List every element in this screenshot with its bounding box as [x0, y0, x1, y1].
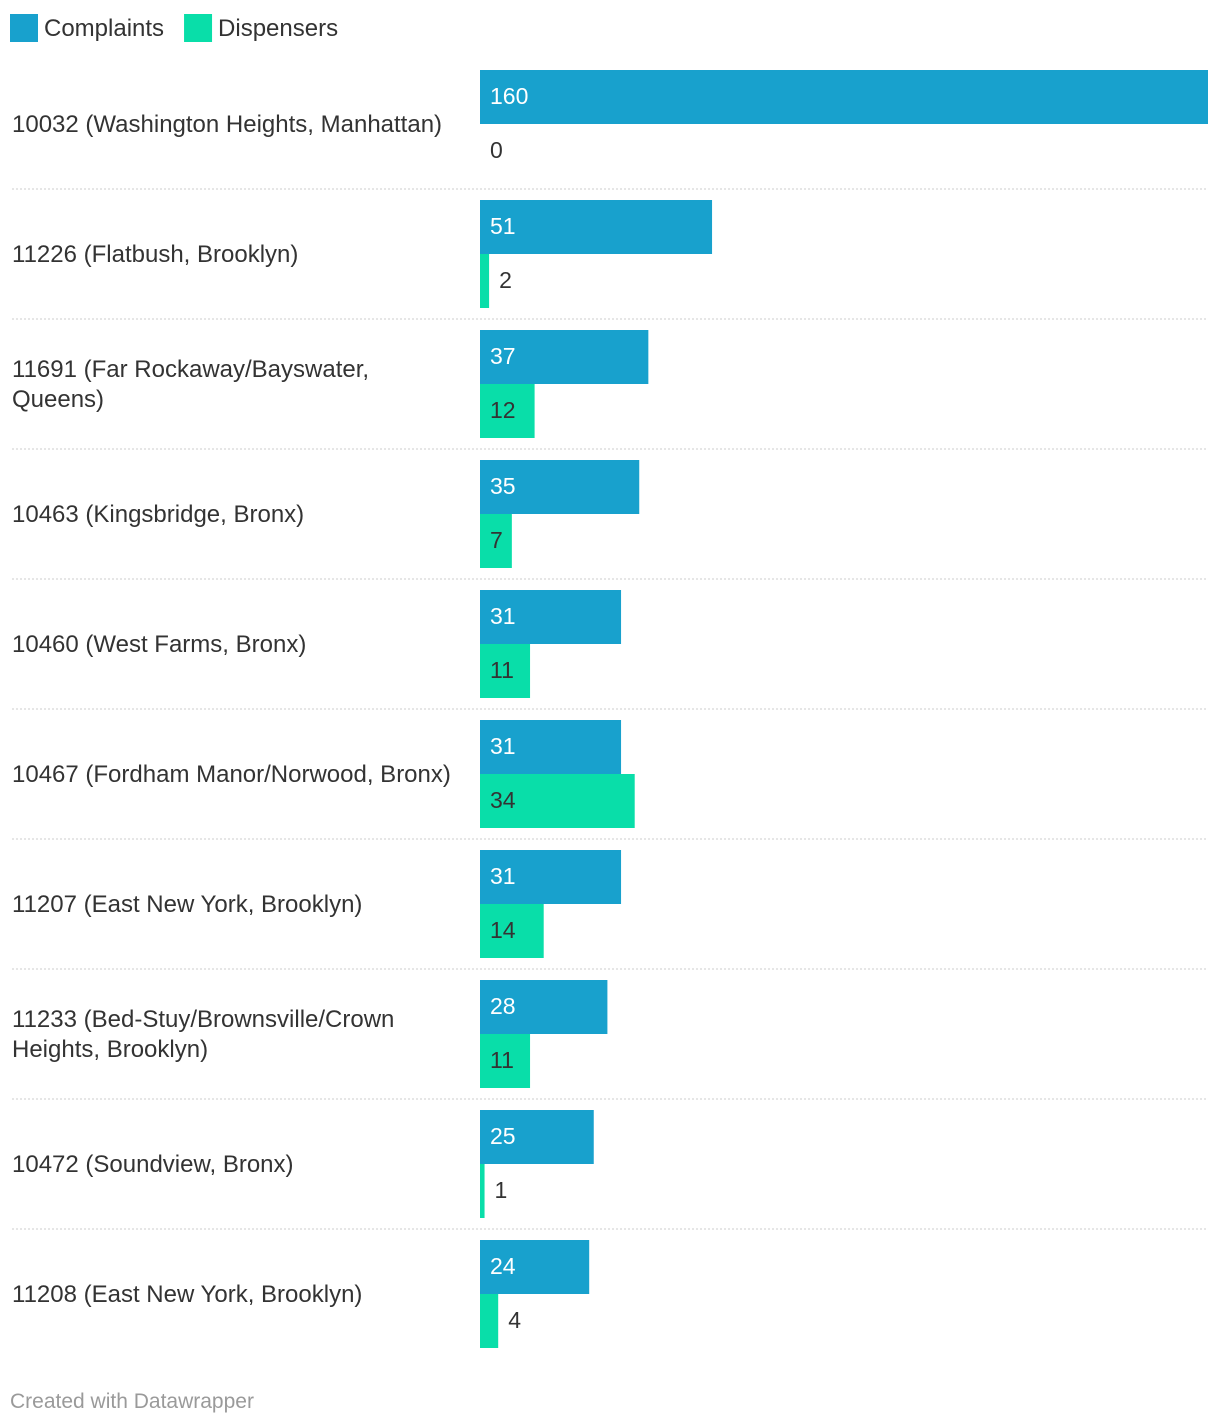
value-label-dispensers: 7: [490, 527, 503, 553]
row-label: 10463 (Kingsbridge, Bronx): [12, 501, 304, 528]
value-label-dispensers: 4: [508, 1307, 521, 1333]
row-label: 11208 (East New York, Brooklyn): [12, 1281, 362, 1308]
value-label-dispensers: 14: [490, 917, 516, 943]
row-label: 11233 (Bed-Stuy/Brownsville/Crown Heights…: [12, 1006, 394, 1063]
bar-complaints: [480, 980, 608, 1034]
row-label: 10032 (Washington Heights, Manhattan): [12, 111, 442, 138]
bar-dispensers: [480, 254, 490, 308]
chart-rows: 10032 (Washington Heights, Manhattan) 160…: [12, 70, 1208, 1348]
value-label-dispensers: 34: [490, 787, 516, 813]
legend-label-dispensers: Dispensers: [218, 15, 338, 42]
row-9: 10472 (Soundview, Bronx) 25 1: [12, 1110, 1208, 1230]
value-label-complaints: 24: [490, 1253, 516, 1279]
bar-dispensers: [480, 384, 535, 438]
row-5: 10460 (West Farms, Bronx) 31 11: [12, 590, 1208, 710]
bar-complaints: [480, 330, 649, 384]
bar-dispensers: [480, 1164, 485, 1218]
bar-dispensers: [480, 1034, 531, 1088]
bar-complaints: [480, 1240, 590, 1294]
value-label-complaints: 31: [490, 603, 516, 629]
value-label-complaints: 28: [490, 993, 516, 1019]
bar-dispensers: [480, 644, 531, 698]
row-4: 10463 (Kingsbridge, Bronx) 35 7: [12, 460, 1208, 580]
row-1: 10032 (Washington Heights, Manhattan) 160…: [12, 70, 1208, 190]
value-label-complaints: 160: [490, 83, 528, 109]
legend-swatch-dispensers: [184, 14, 213, 42]
bar-complaints: [480, 720, 622, 774]
row-3: 11691 (Far Rockaway/Bayswater, Queens) 37 1…: [12, 330, 1208, 450]
datawrapper-credit[interactable]: Created with Datawrapper: [10, 1390, 254, 1413]
row-label: 10467 (Fordham Manor/Norwood, Bronx): [12, 761, 451, 788]
bar-complaints: [480, 590, 622, 644]
value-label-complaints: 31: [490, 733, 516, 759]
row-label: 11207 (East New York, Brooklyn): [12, 891, 362, 918]
bar-dispensers: [480, 514, 512, 568]
bar-dispensers: [480, 904, 544, 958]
value-label-complaints: 51: [490, 213, 516, 239]
row-2: 11226 (Flatbush, Brooklyn) 51 2: [12, 200, 1208, 320]
row-label: 11691 (Far Rockaway/Bayswater, Queens): [12, 356, 369, 413]
row-7: 11207 (East New York, Brooklyn) 31 14: [12, 850, 1208, 970]
value-label-dispensers: 11: [490, 657, 514, 683]
bar-complaints: [480, 70, 1208, 124]
row-8: 11233 (Bed-Stuy/Brownsville/Crown Heights…: [12, 980, 1208, 1100]
value-label-dispensers: 1: [495, 1177, 508, 1203]
row-6: 10467 (Fordham Manor/Norwood, Bronx) 31 34: [12, 720, 1208, 840]
bar-complaints: [480, 1110, 594, 1164]
value-label-complaints: 25: [490, 1123, 516, 1149]
bar-dispensers: [480, 1294, 499, 1348]
chart-legend: Complaints Dispensers: [10, 14, 338, 42]
bar-complaints: [480, 850, 622, 904]
legend-label-complaints: Complaints: [44, 15, 164, 42]
value-label-dispensers: 2: [499, 267, 512, 293]
row-label: 10460 (West Farms, Bronx): [12, 631, 306, 658]
row-label: 10472 (Soundview, Bronx): [12, 1151, 294, 1178]
bar-complaints: [480, 460, 640, 514]
legend-swatch-complaints: [10, 14, 38, 42]
bar-dispensers: [480, 774, 635, 828]
value-label-complaints: 37: [490, 343, 516, 369]
value-label-complaints: 31: [490, 863, 516, 889]
value-label-dispensers: 12: [490, 397, 516, 423]
value-label-complaints: 35: [490, 473, 516, 499]
row-10: 11208 (East New York, Brooklyn) 24 4: [12, 1240, 590, 1348]
value-label-dispensers: 11: [490, 1047, 514, 1073]
bar-complaints: [480, 200, 713, 254]
value-label-dispensers: 0: [490, 137, 503, 163]
row-label: 11226 (Flatbush, Brooklyn): [12, 241, 298, 268]
